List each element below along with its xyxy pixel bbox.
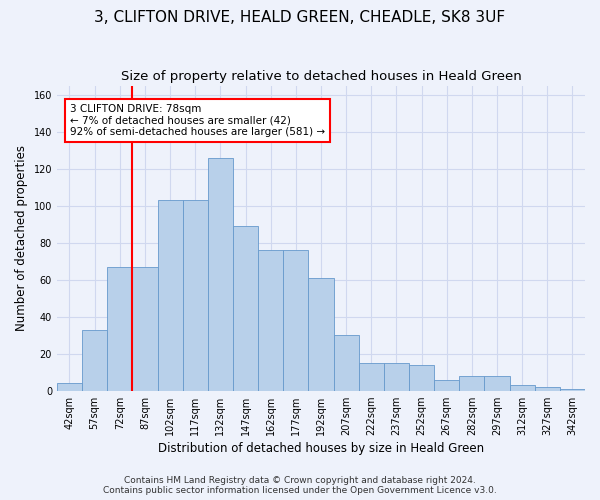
Bar: [384, 363, 409, 390]
Text: 3 CLIFTON DRIVE: 78sqm
← 7% of detached houses are smaller (42)
92% of semi-deta: 3 CLIFTON DRIVE: 78sqm ← 7% of detached …: [70, 104, 325, 137]
Bar: [158, 200, 182, 390]
Bar: [107, 267, 133, 390]
Bar: [560, 389, 585, 390]
Bar: [434, 380, 459, 390]
Bar: [308, 278, 334, 390]
Bar: [484, 376, 509, 390]
Text: 3, CLIFTON DRIVE, HEALD GREEN, CHEADLE, SK8 3UF: 3, CLIFTON DRIVE, HEALD GREEN, CHEADLE, …: [94, 10, 506, 25]
Bar: [359, 363, 384, 390]
Bar: [233, 226, 258, 390]
Bar: [182, 200, 208, 390]
Bar: [57, 384, 82, 390]
Bar: [208, 158, 233, 390]
Bar: [535, 387, 560, 390]
Bar: [133, 267, 158, 390]
Y-axis label: Number of detached properties: Number of detached properties: [15, 145, 28, 331]
Bar: [283, 250, 308, 390]
Title: Size of property relative to detached houses in Heald Green: Size of property relative to detached ho…: [121, 70, 521, 83]
Bar: [258, 250, 283, 390]
Bar: [82, 330, 107, 390]
Text: Contains HM Land Registry data © Crown copyright and database right 2024.
Contai: Contains HM Land Registry data © Crown c…: [103, 476, 497, 495]
Bar: [459, 376, 484, 390]
Bar: [409, 365, 434, 390]
Bar: [509, 385, 535, 390]
Bar: [334, 335, 359, 390]
X-axis label: Distribution of detached houses by size in Heald Green: Distribution of detached houses by size …: [158, 442, 484, 455]
